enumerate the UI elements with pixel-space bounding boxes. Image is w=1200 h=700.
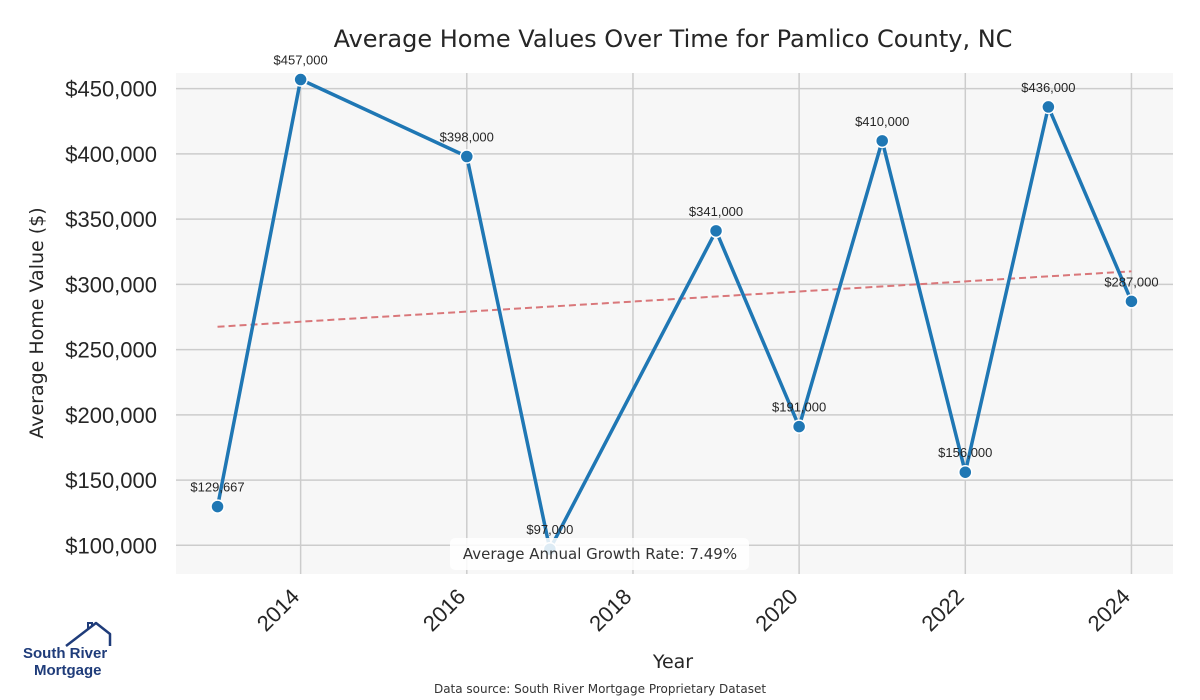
data-label-7: $156,000 — [938, 445, 992, 460]
data-point-1 — [293, 72, 308, 87]
grid-lines — [176, 73, 1173, 574]
data-point-6 — [874, 133, 890, 149]
data-label-6: $410,000 — [855, 114, 909, 129]
x-tick-label-1: 2016 — [418, 584, 470, 636]
y-tick-label-1: $150,000 — [65, 468, 157, 493]
data-label-5: $191,000 — [772, 400, 826, 415]
x-tick-label-0: 2014 — [252, 584, 304, 636]
annotation-text: Average Annual Growth Rate: 7.49% — [463, 545, 737, 563]
data-point-9 — [1124, 294, 1139, 309]
data-point-8 — [1041, 99, 1056, 115]
data-point-7 — [958, 464, 973, 480]
growth-rate-annotation: Average Annual Growth Rate: 7.49% — [450, 538, 749, 570]
series-line — [215, 77, 1134, 551]
data-label-4: $341,000 — [689, 204, 743, 219]
y-tick-label-4: $300,000 — [65, 272, 157, 297]
data-label-2: $398,000 — [440, 130, 494, 145]
data-label-3: $97,000 — [526, 522, 573, 537]
x-tick-label-5: 2024 — [1083, 584, 1135, 636]
y-tick-label-3: $250,000 — [65, 338, 157, 363]
data-point-4 — [708, 223, 724, 239]
y-tick-label-7: $450,000 — [65, 77, 157, 102]
chart-title: Average Home Values Over Time for Pamlic… — [334, 25, 1013, 53]
series-line-group — [215, 77, 1134, 551]
trend-line — [217, 270, 1132, 328]
y-tick-label-6: $400,000 — [65, 142, 157, 167]
annotation-box — [450, 538, 749, 570]
data-source-note: Data source: South River Mortgage Propri… — [434, 682, 766, 696]
x-tick-label-3: 2020 — [750, 584, 802, 636]
house-chimney-icon — [87, 622, 93, 629]
y-tick-label-5: $350,000 — [65, 207, 157, 232]
logo-line-2: Mortgage — [34, 662, 102, 679]
trend-line-group — [217, 270, 1132, 328]
data-label-0: $129,667 — [190, 480, 244, 495]
x-axis-label: Year — [652, 651, 693, 673]
house-roof-icon — [65, 621, 112, 647]
data-point-2 — [459, 149, 475, 164]
logo-line-1: South River — [23, 645, 107, 662]
data-point-5 — [791, 419, 807, 434]
data-label-1: $457,000 — [274, 53, 328, 68]
x-tick-label-2: 2018 — [584, 584, 636, 636]
data-point-0 — [210, 499, 225, 514]
y-tick-labels: $100,000 $150,000 $200,000 $250,000 $300,000… — [65, 77, 157, 559]
plot-background — [176, 73, 1173, 574]
data-label-8: $436,000 — [1021, 80, 1075, 95]
south-river-mortgage-logo: South River Mortgage — [23, 621, 112, 679]
data-label-9: $287,000 — [1104, 274, 1158, 289]
data-labels: $129,667 $457,000 $398,000 $97,000 $341,000 $… — [190, 53, 1158, 538]
x-tick-labels: 2014 2016 2018 2020 2022 2024 — [252, 584, 1135, 636]
y-tick-label-0: $100,000 — [65, 533, 157, 558]
x-tick-label-4: 2022 — [917, 584, 969, 636]
y-axis-label: Average Home Value ($) — [26, 207, 48, 438]
y-tick-label-2: $200,000 — [65, 403, 157, 428]
